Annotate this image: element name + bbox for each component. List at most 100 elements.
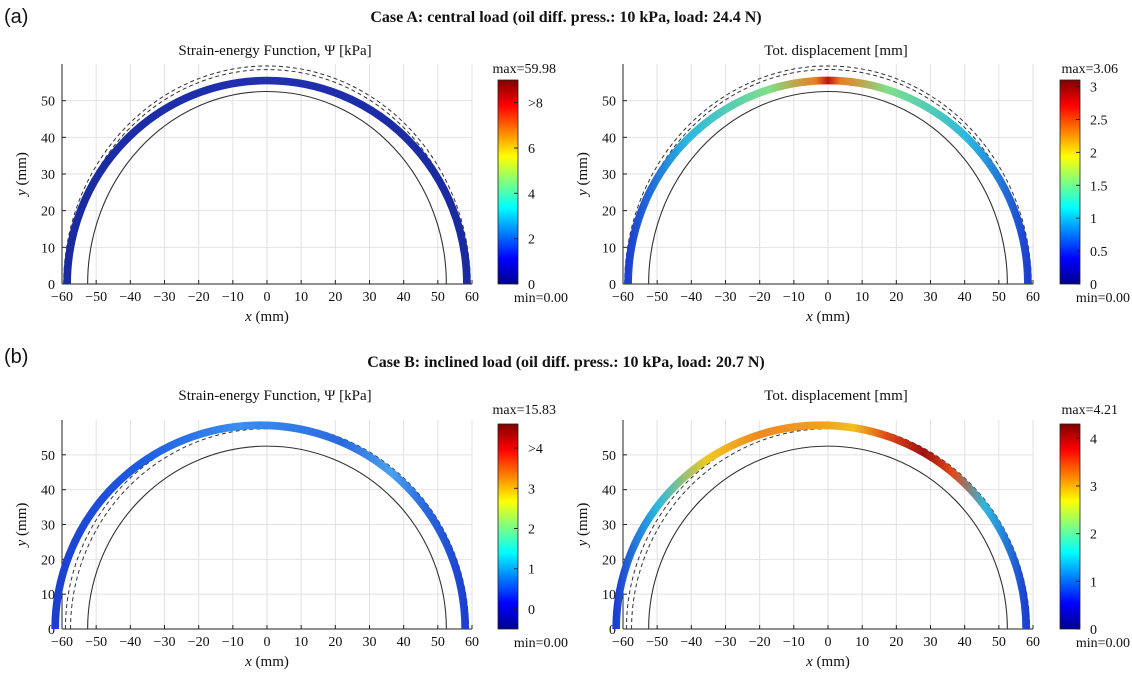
x-tick-label: 0	[264, 290, 271, 305]
chart-b-strain-energy: Strain-energy Function, Ψ [kPa] −60 −50 −40…	[14, 388, 568, 670]
y-tick-label: 10	[602, 241, 616, 256]
x-tick-label: −10	[783, 635, 805, 650]
deformed-shape	[51, 421, 470, 630]
y-axis-unit: (mm)	[575, 152, 591, 189]
x-axis-unit: (mm)	[813, 654, 850, 670]
colorbar	[1059, 79, 1081, 285]
x-tick-label: 20	[328, 290, 342, 305]
colorbar-tick-label: 3	[1090, 81, 1097, 96]
chart-title: Tot. displacement [mm]	[764, 388, 908, 404]
y-axis-label: y (mm)	[14, 503, 30, 549]
x-tick-label: −40	[680, 290, 702, 305]
y-tick-label: 0	[609, 278, 616, 293]
x-tick-label: −20	[188, 635, 210, 650]
y-tick-label: 10	[41, 588, 55, 603]
y-tick-label: 50	[41, 449, 55, 464]
x-tick-label: 50	[992, 635, 1006, 650]
x-tick-label: 0	[264, 635, 271, 650]
x-tick-label: −40	[119, 635, 141, 650]
x-tick-label: 20	[889, 290, 903, 305]
x-tick-label: −20	[188, 290, 210, 305]
x-tick-label: 30	[924, 290, 938, 305]
chart-title: Tot. displacement [mm]	[764, 43, 908, 59]
colorbar-tick-label: 0	[528, 278, 535, 293]
y-tick-label: 20	[602, 205, 616, 220]
colorbar-max-label: max=15.83	[493, 403, 557, 418]
x-tick-label: 10	[294, 290, 308, 305]
colorbar-max-label: max=3.06	[1062, 62, 1119, 77]
x-tick-label: −20	[749, 635, 771, 650]
colorbar-tick-label: 4	[528, 187, 535, 202]
colorbar-tick-label: 0	[1090, 278, 1097, 293]
colorbar-tick-label: 2	[1090, 146, 1097, 161]
x-tick-label: 20	[328, 635, 342, 650]
colorbar-tick-label: 0	[528, 603, 535, 618]
y-tick-label: 40	[41, 131, 55, 146]
deformed-shape	[63, 76, 471, 285]
y-tick-label: 0	[48, 623, 55, 638]
x-tick-label: 50	[431, 290, 445, 305]
y-axis-label: y (mm)	[575, 152, 591, 198]
chart-b-displacement: Tot. displacement [mm] −60 −50 −40 −30 −20 −10…	[575, 388, 1130, 670]
y-axis-label: y (mm)	[575, 503, 591, 549]
chart-title: Strain-energy Function, Ψ [kPa]	[178, 388, 371, 404]
y-axis-unit: (mm)	[575, 503, 591, 540]
x-tick-label: −20	[749, 290, 771, 305]
y-tick-label: 40	[602, 131, 616, 146]
y-tick-label: 30	[41, 168, 55, 183]
x-tick-label: 10	[855, 635, 869, 650]
colorbar-tick-label: 1	[1090, 575, 1097, 590]
y-axis-unit: (mm)	[14, 503, 30, 540]
x-axis-label: x (mm)	[244, 309, 289, 325]
colorbar-min-label: min=0.00	[1076, 291, 1130, 306]
x-tick-label: −50	[646, 290, 668, 305]
colorbar-tick-label: >4	[528, 442, 543, 457]
x-axis-unit: (mm)	[813, 309, 850, 325]
x-tick-label: 40	[958, 290, 972, 305]
x-tick-label: 0	[825, 290, 832, 305]
colorbar-tick-label: 2	[1090, 528, 1097, 543]
x-tick-label: 50	[992, 290, 1006, 305]
x-axis-unit: (mm)	[252, 309, 289, 325]
x-tick-label: −10	[222, 290, 244, 305]
x-tick-label: 50	[431, 635, 445, 650]
x-tick-label: 0	[825, 635, 832, 650]
inner-circle	[87, 445, 447, 630]
y-tick-label: 30	[602, 519, 616, 534]
y-tick-label: 10	[602, 588, 616, 603]
colorbar-max-label: max=4.21	[1062, 403, 1119, 418]
x-tick-label: −30	[715, 635, 737, 650]
x-tick-label: −60	[612, 635, 634, 650]
inner-circle	[648, 445, 1008, 630]
y-tick-label: 20	[41, 553, 55, 568]
x-tick-label: 30	[924, 635, 938, 650]
dashed-circle	[624, 66, 1032, 285]
colorbar	[497, 79, 519, 285]
colorbar-min-label: min=0.00	[514, 636, 568, 651]
x-tick-label: −50	[85, 290, 107, 305]
colorbar-tick-label: 1.5	[1090, 179, 1108, 194]
panel-label-b: (b)	[4, 346, 29, 368]
x-axis-label: x (mm)	[244, 654, 289, 670]
inner-circle	[648, 91, 1008, 285]
y-axis-label: y (mm)	[14, 152, 30, 198]
x-tick-label: 60	[1026, 290, 1040, 305]
dashed-circle	[63, 65, 471, 285]
colorbar-tick-label: 0	[1090, 623, 1097, 638]
x-tick-label: −30	[154, 635, 176, 650]
colorbar-tick-label: 3	[528, 482, 535, 497]
colorbar-tick-label: 4	[1090, 432, 1097, 447]
x-tick-label: −60	[51, 635, 73, 650]
x-tick-label: 40	[397, 290, 411, 305]
x-tick-label: −10	[783, 290, 805, 305]
x-tick-label: −10	[222, 635, 244, 650]
deformed-shape	[612, 421, 1031, 630]
x-tick-label: −40	[119, 290, 141, 305]
x-tick-label: 40	[397, 635, 411, 650]
colorbar	[1059, 423, 1081, 630]
colorbar-tick-label: 2	[528, 523, 535, 538]
y-axis-unit: (mm)	[14, 152, 30, 189]
x-tick-label: 10	[855, 290, 869, 305]
x-tick-label: 60	[465, 290, 479, 305]
